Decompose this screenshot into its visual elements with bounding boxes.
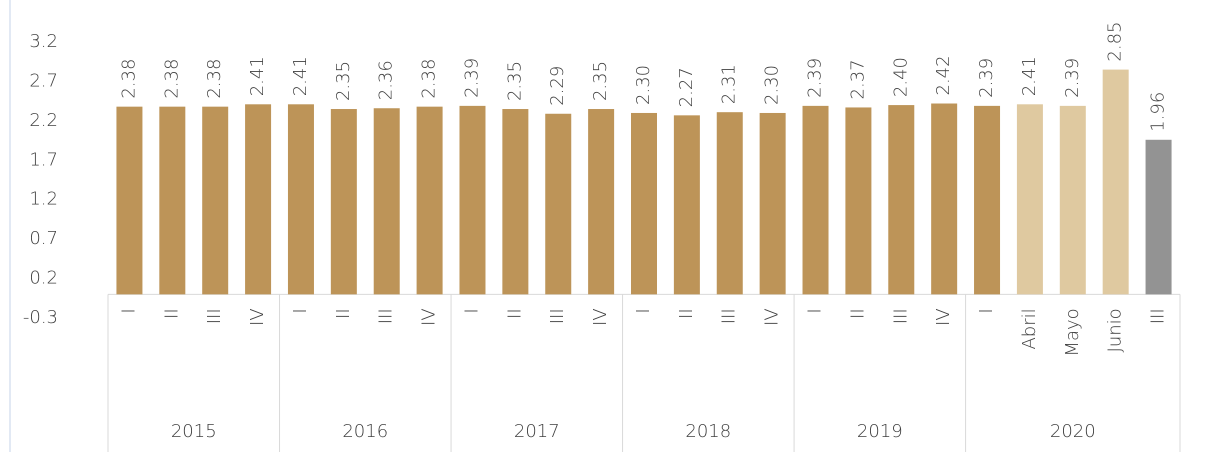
bar — [888, 105, 915, 295]
x-tick-label: I — [290, 308, 311, 313]
x-tick-label: Abril — [1019, 308, 1040, 349]
group-label: 2018 — [685, 421, 731, 442]
group-label: 2017 — [514, 421, 560, 442]
y-tick-label: 1.2 — [29, 189, 58, 210]
value-label: 2.41 — [1019, 56, 1040, 96]
value-label: 2.39 — [1062, 58, 1083, 98]
x-tick-label: III — [204, 308, 225, 324]
bar — [802, 105, 829, 295]
bar — [1059, 105, 1086, 295]
value-label: 2.35 — [590, 61, 611, 101]
bar — [845, 107, 872, 295]
x-tick-label: III — [719, 308, 740, 324]
value-label: 2.38 — [204, 59, 225, 99]
y-tick-label: 0.2 — [29, 268, 58, 289]
value-label: 2.40 — [890, 57, 911, 97]
value-label: 2.38 — [161, 59, 182, 99]
bar — [373, 108, 400, 295]
bar — [931, 103, 958, 295]
y-tick-label: 0.7 — [29, 228, 58, 249]
value-label: 2.37 — [847, 59, 868, 99]
group-label: 2015 — [171, 421, 217, 442]
bar — [202, 106, 229, 295]
bar — [631, 112, 657, 295]
x-tick-label: I — [805, 308, 826, 313]
bar — [1016, 104, 1043, 295]
bar — [459, 105, 486, 295]
x-tick-label: IV — [762, 308, 783, 326]
x-tick-label: IV — [247, 308, 268, 326]
value-label: 2.42 — [933, 55, 954, 95]
value-label: 2.27 — [676, 67, 697, 107]
x-tick-label: I — [118, 308, 139, 313]
x-tick-label: III — [890, 308, 911, 324]
x-tick-label: II — [333, 308, 354, 319]
value-label: 2.39 — [805, 58, 826, 98]
value-label: 2.30 — [633, 65, 654, 105]
bar — [974, 105, 1001, 295]
value-label: 2.85 — [1105, 22, 1126, 62]
x-tick-label: III — [1148, 308, 1169, 324]
bar — [159, 106, 186, 295]
x-tick-label: III — [547, 308, 568, 324]
value-label: 2.35 — [504, 61, 525, 101]
y-tick-label: 2.2 — [29, 110, 58, 131]
x-tick-label: Mayo — [1062, 308, 1083, 356]
bar — [759, 112, 786, 295]
x-tick-label: II — [676, 308, 697, 319]
bar — [1102, 69, 1129, 295]
bar — [716, 112, 743, 295]
y-tick-label: -0.3 — [23, 307, 58, 328]
x-tick-label: II — [847, 308, 868, 319]
x-tick-label: II — [161, 308, 182, 319]
y-tick-label: 3.2 — [29, 31, 58, 52]
value-label: 2.31 — [719, 64, 740, 104]
x-tick-label: III — [376, 308, 397, 324]
x-tick-label: IV — [933, 308, 954, 326]
x-tick-label: I — [976, 308, 997, 313]
bar — [1145, 139, 1172, 295]
bar — [673, 115, 700, 295]
x-tick-label: I — [633, 308, 654, 313]
bar — [588, 109, 615, 295]
bar — [502, 109, 529, 295]
value-label: 2.39 — [461, 58, 482, 98]
value-label: 2.41 — [247, 56, 268, 96]
bar — [245, 104, 272, 295]
value-label: 2.35 — [333, 61, 354, 101]
x-tick-label: Junio — [1105, 308, 1126, 352]
bar — [330, 109, 357, 295]
y-tick-label: 2.7 — [29, 70, 58, 91]
value-label: 2.29 — [547, 66, 568, 106]
group-label: 2016 — [342, 421, 388, 442]
x-tick-label: IV — [590, 308, 611, 326]
x-tick-label: I — [461, 308, 482, 313]
value-label: 1.96 — [1148, 92, 1169, 132]
x-tick-label: II — [504, 308, 525, 319]
value-label: 2.36 — [376, 60, 397, 100]
group-label: 2020 — [1050, 421, 1096, 442]
value-label: 2.38 — [118, 59, 139, 99]
y-tick-label: 1.7 — [29, 149, 58, 170]
bar — [416, 106, 443, 295]
value-label: 2.30 — [762, 65, 783, 105]
bar — [545, 113, 572, 295]
value-label: 2.38 — [419, 59, 440, 99]
bar — [287, 104, 314, 295]
x-tick-label: IV — [419, 308, 440, 326]
bar — [116, 106, 143, 295]
value-label: 2.39 — [976, 58, 997, 98]
value-label: 2.41 — [290, 56, 311, 96]
group-label: 2019 — [857, 421, 903, 442]
